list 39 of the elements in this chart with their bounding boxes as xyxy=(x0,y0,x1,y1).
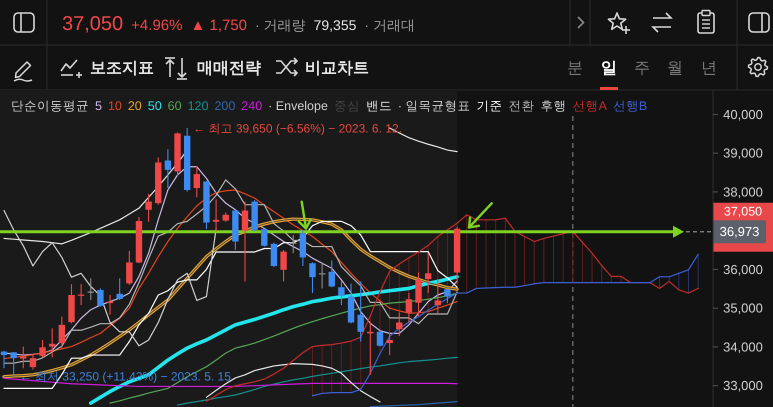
text: 주 xyxy=(634,60,650,77)
text: 보조지표 xyxy=(90,60,154,77)
text: 일 xyxy=(601,60,617,77)
text: 200 xyxy=(214,99,236,113)
text: 120 xyxy=(188,99,208,113)
text: 분 xyxy=(567,60,583,77)
text: 년 xyxy=(701,60,717,77)
text: 기준 xyxy=(476,99,503,113)
y-tick-label: 33,000 xyxy=(723,378,763,394)
text: 비교차트 xyxy=(305,60,369,77)
y-tick-label: 39,000 xyxy=(723,146,763,161)
text: +4.96% xyxy=(131,17,182,34)
text: 60 xyxy=(168,99,182,113)
text: · 일목균형표 xyxy=(398,99,471,113)
y-tick-label: 40,000 xyxy=(723,106,763,122)
text: 매매전략 xyxy=(197,60,261,77)
text: 선행A xyxy=(572,99,607,113)
text: 37,050 xyxy=(62,13,124,35)
text: · 거래량 xyxy=(255,17,306,33)
text: ▲ 1,750 xyxy=(190,17,248,34)
y-tick-label: 38,000 xyxy=(723,184,763,200)
text: 50 xyxy=(148,99,162,113)
text: · 거래대 xyxy=(364,17,415,33)
text: 월 xyxy=(667,60,683,77)
ref-line-label: 36,973 xyxy=(720,224,760,240)
y-tick-label: 36,000 xyxy=(723,262,763,277)
text: 단순이동평균 xyxy=(11,99,89,113)
text: · Envelope xyxy=(268,99,328,113)
text: 후행 xyxy=(540,99,567,113)
y-tick-label: 35,000 xyxy=(723,300,763,316)
text: 선행B xyxy=(612,99,648,113)
y-tick-label: 34,000 xyxy=(723,339,763,354)
text: 79,355 xyxy=(314,17,357,33)
text: 240 xyxy=(241,99,262,113)
text: 20 xyxy=(128,99,142,113)
text: 밴드 xyxy=(366,99,392,113)
text: 전환 xyxy=(508,99,535,113)
text: 10 xyxy=(108,99,122,113)
text: 5 xyxy=(95,99,102,113)
